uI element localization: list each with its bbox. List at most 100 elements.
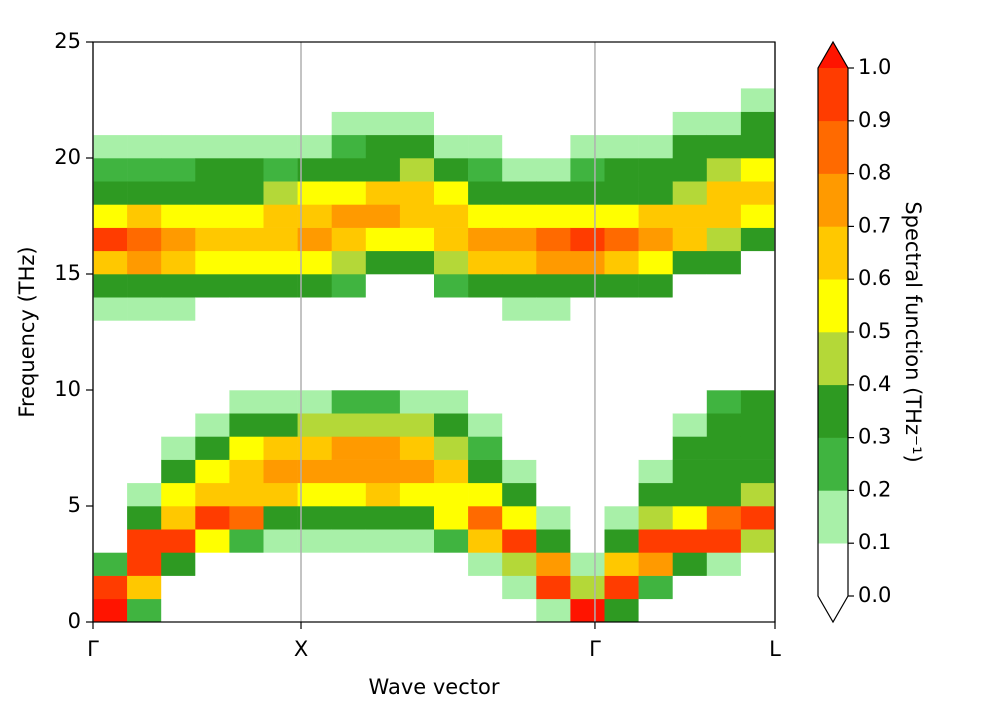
cell <box>365 366 401 391</box>
cell <box>570 134 605 159</box>
cell <box>263 506 298 530</box>
cell <box>740 297 776 321</box>
cell <box>229 436 264 460</box>
cell <box>365 88 401 112</box>
cell <box>706 297 742 321</box>
cell <box>127 436 162 460</box>
cell <box>161 320 196 344</box>
cell <box>468 598 503 623</box>
cell <box>502 181 537 205</box>
cell <box>365 436 401 460</box>
cell <box>570 575 605 600</box>
cell <box>434 158 469 182</box>
cell <box>638 459 673 484</box>
cell <box>434 343 469 368</box>
cell <box>93 575 128 600</box>
cell <box>502 111 537 136</box>
cell <box>536 459 571 484</box>
cell <box>536 598 571 623</box>
cell <box>331 343 367 368</box>
cell <box>297 366 332 391</box>
cell <box>263 227 298 252</box>
cell <box>604 529 639 553</box>
cell <box>93 250 128 275</box>
cell <box>434 552 469 576</box>
cell <box>331 598 367 623</box>
cell <box>638 506 673 530</box>
cell <box>740 529 776 553</box>
cell <box>638 158 673 182</box>
cell <box>331 390 367 414</box>
cell <box>229 459 264 484</box>
cell <box>536 552 571 576</box>
cell <box>672 529 708 553</box>
cell <box>331 366 367 391</box>
cell <box>536 343 571 368</box>
cell <box>93 436 128 460</box>
cell <box>93 459 128 484</box>
cell <box>672 552 708 576</box>
cell <box>604 158 639 182</box>
cell <box>399 297 435 321</box>
cell <box>93 482 128 507</box>
colorbar-tick-label: 0.2 <box>858 477 891 501</box>
colorbar-tick-label: 0.3 <box>858 425 891 449</box>
cell <box>468 320 503 344</box>
cell <box>331 482 367 507</box>
cell <box>672 506 708 530</box>
cell <box>434 111 469 136</box>
cell <box>706 343 742 368</box>
x-tick-label: L <box>769 637 781 661</box>
cell <box>672 459 708 484</box>
cell <box>536 227 571 252</box>
cell <box>297 413 332 437</box>
cell <box>161 134 196 159</box>
cell <box>672 575 708 600</box>
colorbar-tick-label: 1.0 <box>858 55 891 79</box>
cell <box>127 181 162 205</box>
heatmap <box>93 88 776 623</box>
cell <box>468 204 503 228</box>
cell <box>297 134 332 159</box>
cell <box>434 204 469 228</box>
cell <box>331 134 367 159</box>
cell <box>229 366 264 391</box>
cell <box>365 320 401 344</box>
cell <box>706 274 742 298</box>
cell <box>229 274 264 298</box>
cell <box>297 390 332 414</box>
cell <box>127 482 162 507</box>
cell <box>399 598 435 623</box>
cell <box>434 250 469 275</box>
cell <box>570 250 605 275</box>
cell <box>195 482 230 507</box>
cell <box>331 436 367 460</box>
cell <box>127 575 162 600</box>
cell <box>263 111 298 136</box>
cell <box>195 227 230 252</box>
cell <box>434 575 469 600</box>
cell <box>740 552 776 576</box>
cell <box>297 436 332 460</box>
cell <box>502 366 537 391</box>
cell <box>638 204 673 228</box>
cell <box>536 297 571 321</box>
cell <box>365 598 401 623</box>
cell <box>297 181 332 205</box>
colorbar-tick-label: 0.7 <box>858 213 891 237</box>
cell <box>93 88 128 112</box>
cell <box>161 436 196 460</box>
cell <box>468 413 503 437</box>
cell <box>672 413 708 437</box>
cell <box>399 575 435 600</box>
cell <box>195 366 230 391</box>
cell <box>502 598 537 623</box>
cell <box>365 111 401 136</box>
cell <box>399 320 435 344</box>
y-tick-label: 15 <box>54 261 81 285</box>
cell <box>740 482 776 507</box>
cell <box>263 181 298 205</box>
cell <box>365 181 401 205</box>
cell <box>434 506 469 530</box>
cell <box>468 366 503 391</box>
